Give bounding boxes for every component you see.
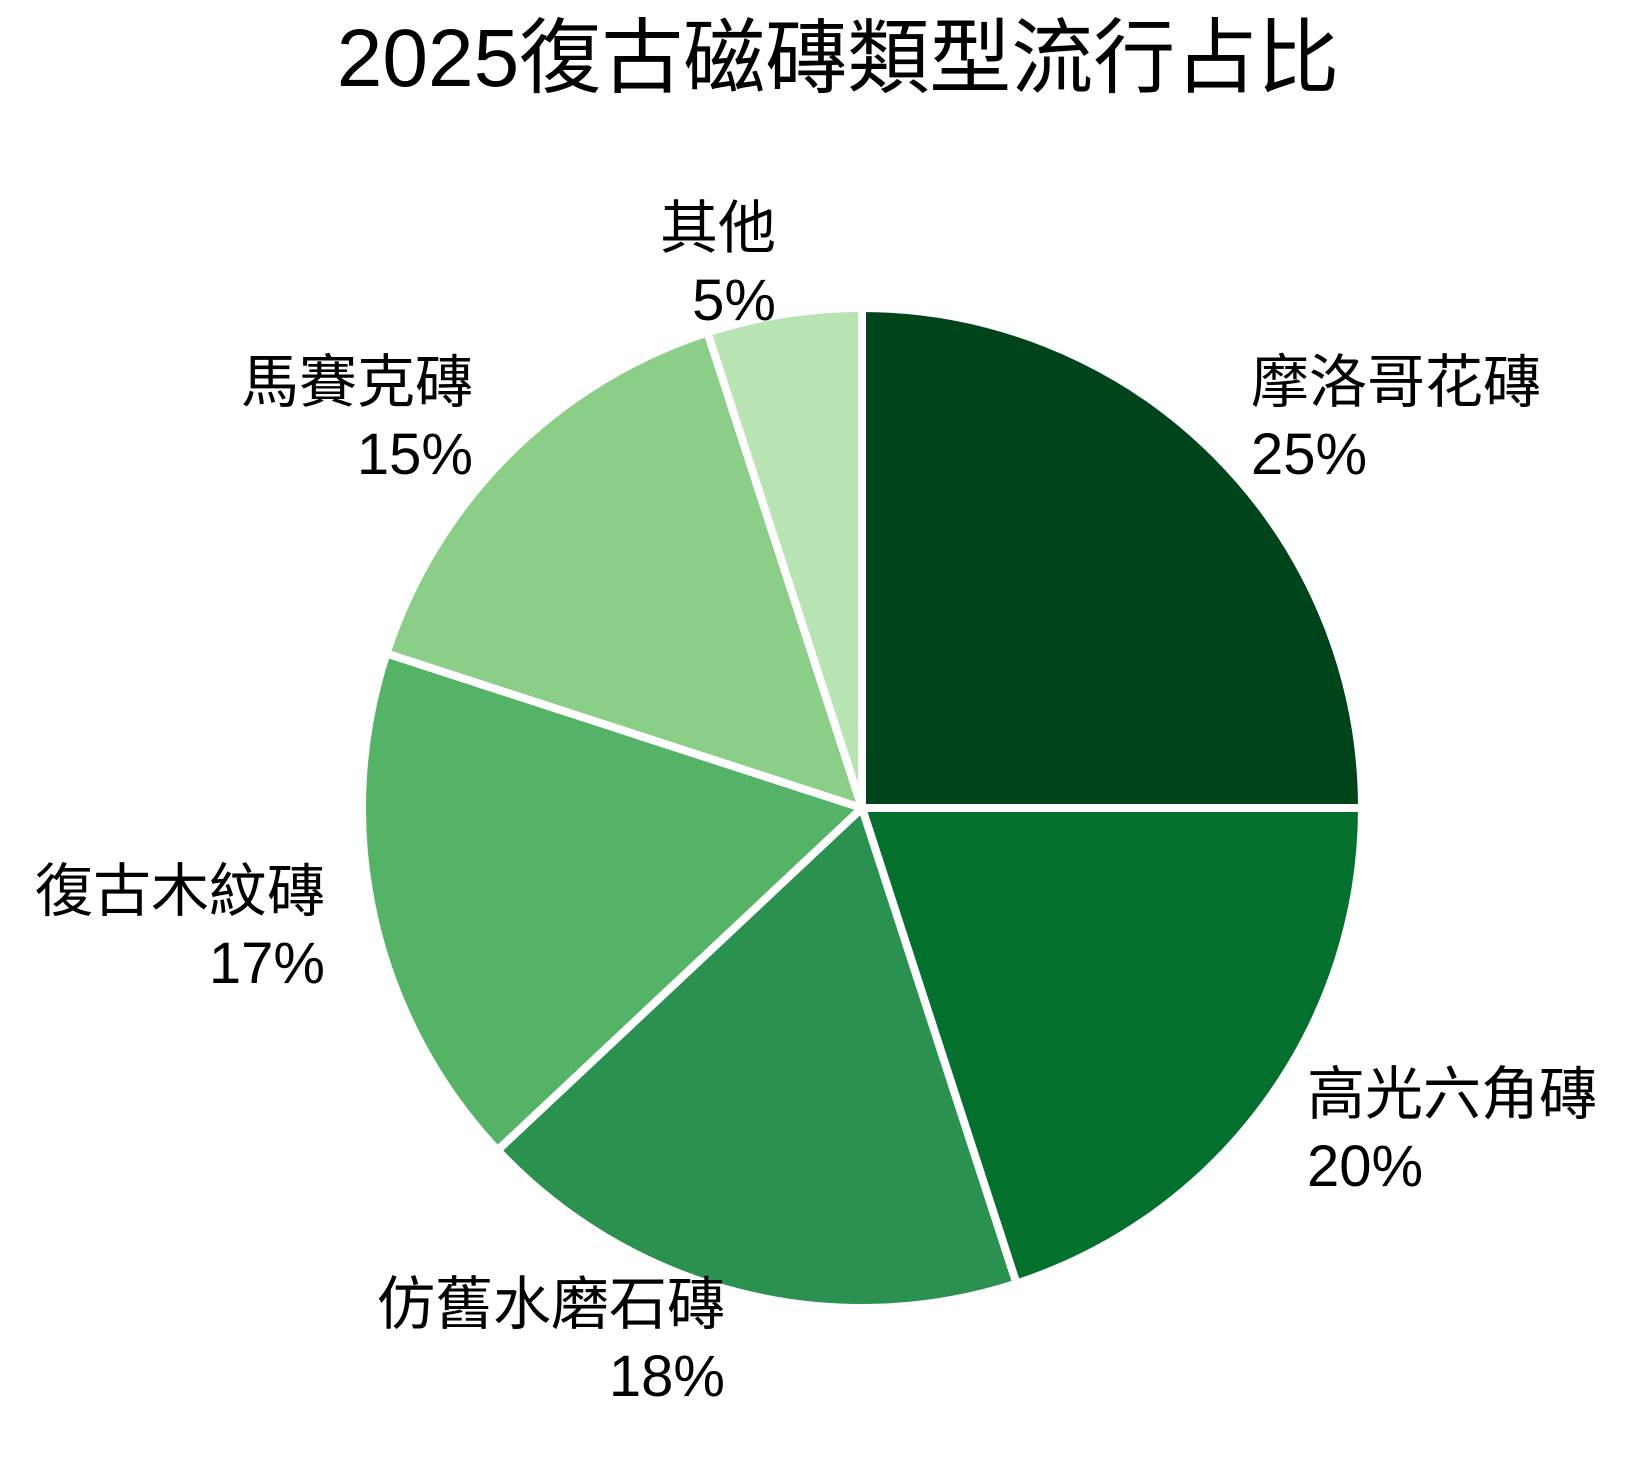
slice-percent: 18% — [608, 1344, 725, 1409]
pie-slice-2 — [856, 804, 1367, 1289]
pie-slice-1 — [858, 303, 1367, 812]
chart-title: 2025復古磁磚類型流行占比 — [336, 13, 1340, 104]
pie-slice-3 — [491, 800, 1022, 1312]
slice-percent: 25% — [1251, 422, 1368, 487]
pie-slice-6 — [702, 303, 866, 810]
slice-name: 摩洛哥花磚 — [1251, 350, 1542, 416]
slice-percent: 5% — [692, 268, 776, 333]
slice-label-2: 高光六角磚 20% — [1307, 1059, 1597, 1203]
slice-name: 復古木紋磚 — [34, 859, 325, 925]
slice-percent: 15% — [356, 422, 473, 487]
slice-label-6: 其他 5% — [660, 193, 776, 337]
slice-name: 其他 — [659, 196, 776, 262]
slice-name: 仿舊水磨石磚 — [376, 1272, 725, 1338]
slice-name: 馬賽克磚 — [240, 350, 473, 416]
slice-label-4: 復古木紋磚 17% — [35, 856, 325, 1000]
slice-label-1: 摩洛哥花磚 25% — [1251, 347, 1541, 491]
slice-name: 高光六角磚 — [1307, 1062, 1598, 1128]
slice-label-5: 馬賽克磚 15% — [241, 347, 473, 491]
slice-percent: 17% — [208, 931, 325, 996]
slice-percent: 20% — [1307, 1134, 1424, 1199]
slice-label-3: 仿舊水磨石磚 18% — [377, 1269, 725, 1413]
pie-slice-4 — [358, 648, 870, 1156]
